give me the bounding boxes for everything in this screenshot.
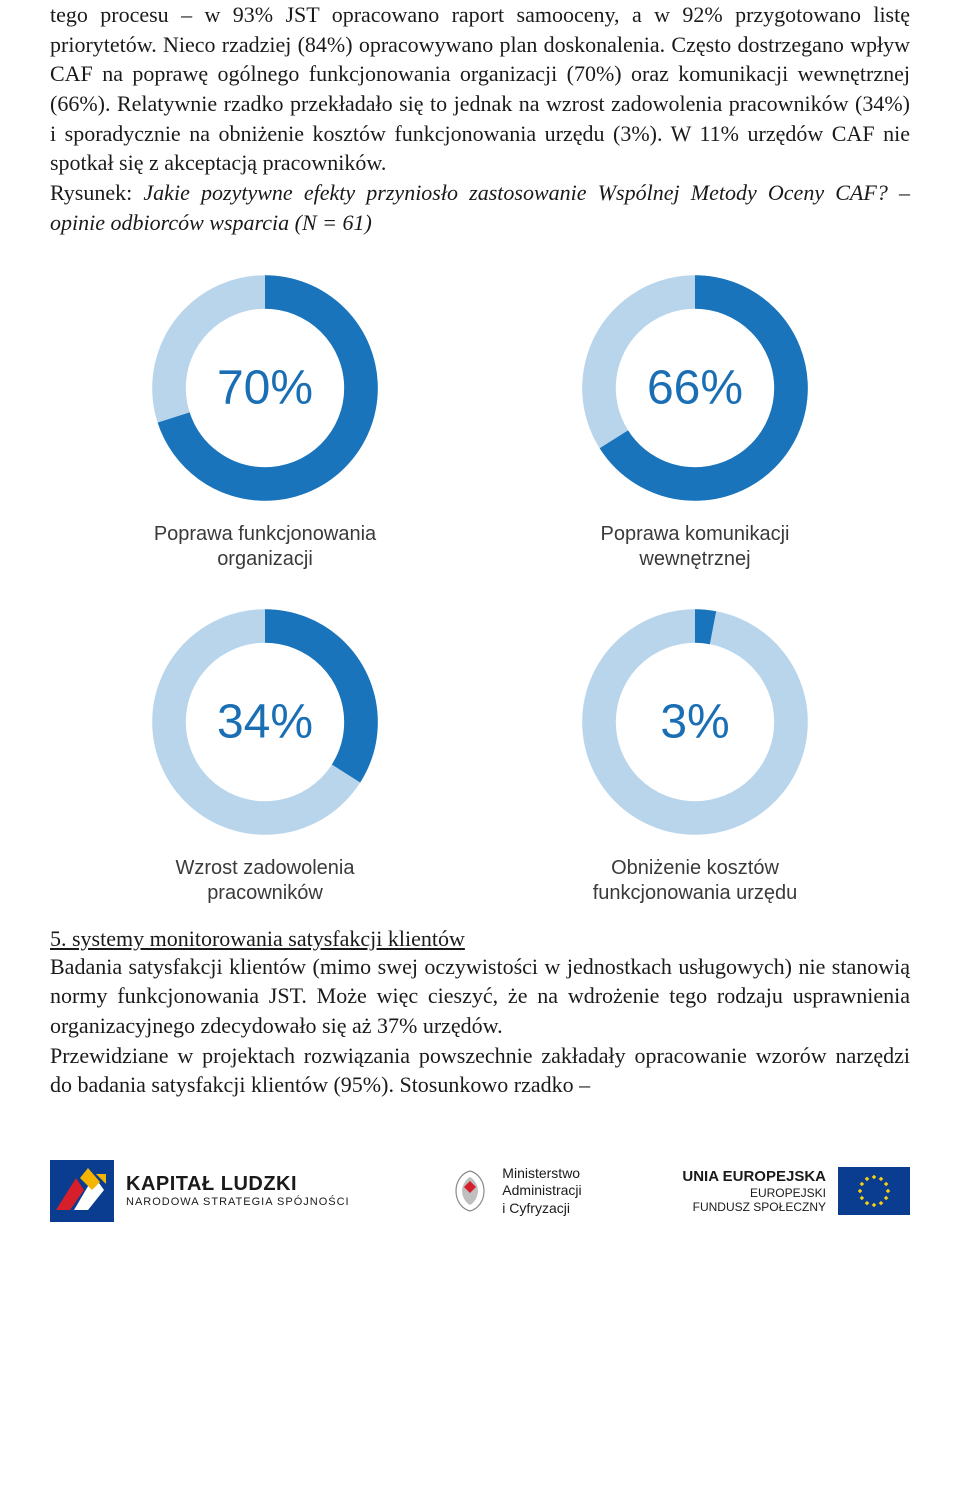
ministry-line2: Administracji: [502, 1182, 581, 1200]
donut-ring: 70%: [145, 268, 385, 508]
donut-caption: Obniżenie kosztów funkcjonowania urzędu: [555, 856, 835, 906]
donut-grid: 70% Poprawa funkcjonowania organizacji 6…: [50, 268, 910, 906]
eu-flag-icon: [838, 1167, 910, 1215]
ministry-line3: i Cyfryzacji: [502, 1200, 581, 1218]
paragraph-section5b: Przewidziane w projektach rozwiązania po…: [50, 1041, 910, 1100]
paragraph-intro: tego procesu – w 93% JST opracowano rapo…: [50, 0, 910, 178]
kapital-ludzki-logo-icon: [50, 1160, 114, 1222]
section-5-head-text: 5. systemy monitorowania satysfakcji kli…: [50, 926, 465, 951]
footer-ministry: Ministerstwo Administracji i Cyfryzacji: [450, 1165, 581, 1218]
donut-value-label: 70%: [217, 360, 313, 415]
donut-chart: 70% Poprawa funkcjonowania organizacji: [50, 268, 480, 572]
donut-value-label: 34%: [217, 694, 313, 749]
page-footer: KAPITAŁ LUDZKI NARODOWA STRATEGIA SPÓJNO…: [0, 1140, 960, 1252]
donut-ring: 34%: [145, 602, 385, 842]
kl-title: KAPITAŁ LUDZKI: [126, 1173, 350, 1196]
eu-sub1: EUROPEJSKI: [682, 1186, 826, 1200]
ministry-line1: Ministerstwo: [502, 1165, 581, 1183]
paragraph-section5a: Badania satysfakcji klientów (mimo swej …: [50, 952, 910, 1041]
donut-caption: Wzrost zadowolenia pracowników: [125, 856, 405, 906]
ministry-text: Ministerstwo Administracji i Cyfryzacji: [502, 1165, 581, 1218]
eu-sub2: FUNDUSZ SPOŁECZNY: [682, 1200, 826, 1214]
eu-title: UNIA EUROPEJSKA: [682, 1168, 826, 1186]
donut-caption: Poprawa komunikacji wewnętrznej: [555, 522, 835, 572]
footer-eu: UNIA EUROPEJSKA EUROPEJSKI FUNDUSZ SPOŁE…: [682, 1167, 910, 1215]
donut-chart: 3% Obniżenie kosztów funkcjonowania urzę…: [480, 602, 910, 906]
footer-kapital-ludzki: KAPITAŁ LUDZKI NARODOWA STRATEGIA SPÓJNO…: [50, 1160, 350, 1222]
kl-subtitle: NARODOWA STRATEGIA SPÓJNOŚCI: [126, 1196, 350, 1208]
donut-ring: 3%: [575, 602, 815, 842]
donut-value-label: 66%: [647, 360, 743, 415]
donut-value-label: 3%: [660, 694, 729, 749]
section-5-heading: 5. systemy monitorowania satysfakcji kli…: [50, 926, 910, 952]
donut-ring: 66%: [575, 268, 815, 508]
figure-caption: Rysunek: Jakie pozytywne efekty przynios…: [50, 178, 910, 237]
donut-chart: 34% Wzrost zadowolenia pracowników: [50, 602, 480, 906]
ministry-eagle-icon: [450, 1167, 490, 1215]
caption-italic: Jakie pozytywne efekty przyniosło zastos…: [50, 180, 910, 235]
caption-lead: Rysunek:: [50, 180, 143, 205]
donut-caption: Poprawa funkcjonowania organizacji: [125, 522, 405, 572]
donut-chart: 66% Poprawa komunikacji wewnętrznej: [480, 268, 910, 572]
